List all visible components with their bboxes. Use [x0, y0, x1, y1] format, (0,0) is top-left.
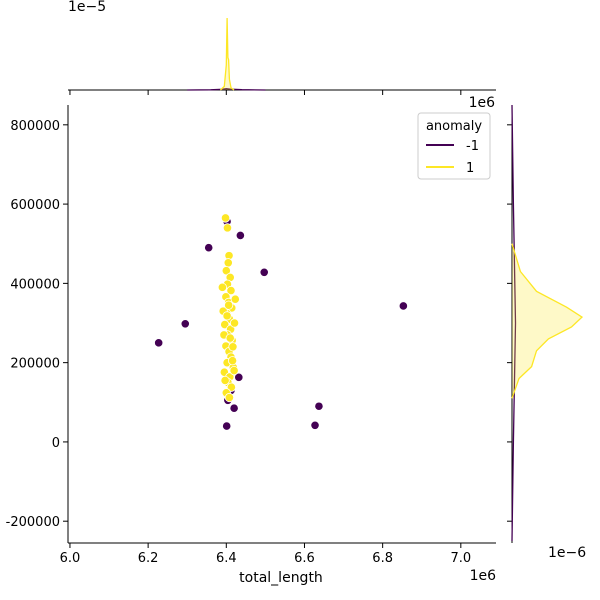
x-tick-label: 6.4 — [216, 551, 237, 566]
legend: anomaly -1 1 — [417, 112, 491, 180]
normal-point — [222, 223, 233, 233]
anomaly-point — [204, 243, 214, 253]
anomaly-point — [234, 372, 244, 382]
legend-label: 1 — [466, 161, 474, 176]
right-marginal-scale-label: 1e−6 — [548, 545, 586, 561]
right-marginal-plot — [507, 104, 584, 543]
normal-point — [222, 311, 232, 321]
right-kde-line-normal — [511, 243, 584, 399]
normal-point — [230, 294, 240, 304]
anomaly-point — [314, 401, 324, 411]
x-tick-label: 7.0 — [450, 551, 471, 566]
normal-point — [229, 318, 240, 328]
top-kde-line-normal — [219, 17, 235, 91]
normal-point — [229, 365, 239, 376]
y-tick-label: 800000 — [10, 119, 60, 134]
anomaly-point — [229, 403, 239, 413]
y-tick-label: 600000 — [10, 198, 60, 213]
normal-point — [225, 333, 235, 343]
right-kde-line-anomaly — [511, 104, 517, 542]
y-scale-label: 1e6 — [469, 95, 496, 111]
anomaly-point — [222, 421, 232, 431]
x-tick-label: 6.0 — [60, 551, 81, 566]
anomaly-point — [398, 301, 408, 311]
normal-point — [227, 356, 238, 366]
right-kde-fill-normal — [512, 243, 582, 399]
y-tick-label: -200000 — [6, 515, 60, 530]
top-marginal-scale-label: 1e−5 — [68, 0, 106, 15]
anomaly-point — [259, 267, 269, 277]
normal-point — [224, 392, 235, 403]
anomaly-point — [310, 420, 320, 430]
main-scatter-plot: 6.0 6.2 6.4 6.6 6.8 7.0 -200000 0 200000 400000 6… — [6, 105, 496, 566]
normal-point — [217, 282, 227, 292]
x-scale-label: 1e6 — [470, 568, 497, 584]
y-tick-label: 400000 — [10, 277, 60, 292]
normal-point — [226, 285, 236, 296]
x-axis-label: total_length — [239, 570, 323, 586]
normal-point — [220, 213, 231, 223]
x-tick-label: 6.8 — [372, 551, 393, 566]
x-tick-label: 6.6 — [294, 551, 315, 566]
top-marginal-plot — [68, 17, 496, 95]
anomaly-point — [235, 230, 245, 241]
legend-label: -1 — [466, 139, 479, 154]
legend-title: anomaly — [426, 119, 482, 134]
normal-point — [220, 375, 230, 386]
normal-point — [224, 300, 234, 310]
normal-point — [221, 266, 231, 276]
y-tick-label: 0 — [52, 436, 60, 451]
normal-point — [223, 258, 233, 268]
top-kde-line-anomaly — [187, 87, 266, 91]
x-tick-label: 6.2 — [138, 551, 159, 566]
normal-point — [220, 319, 230, 330]
anomaly-point — [154, 338, 164, 348]
normal-point — [228, 342, 238, 352]
y-tick-label: 200000 — [10, 357, 60, 372]
anomaly-point — [180, 319, 190, 329]
